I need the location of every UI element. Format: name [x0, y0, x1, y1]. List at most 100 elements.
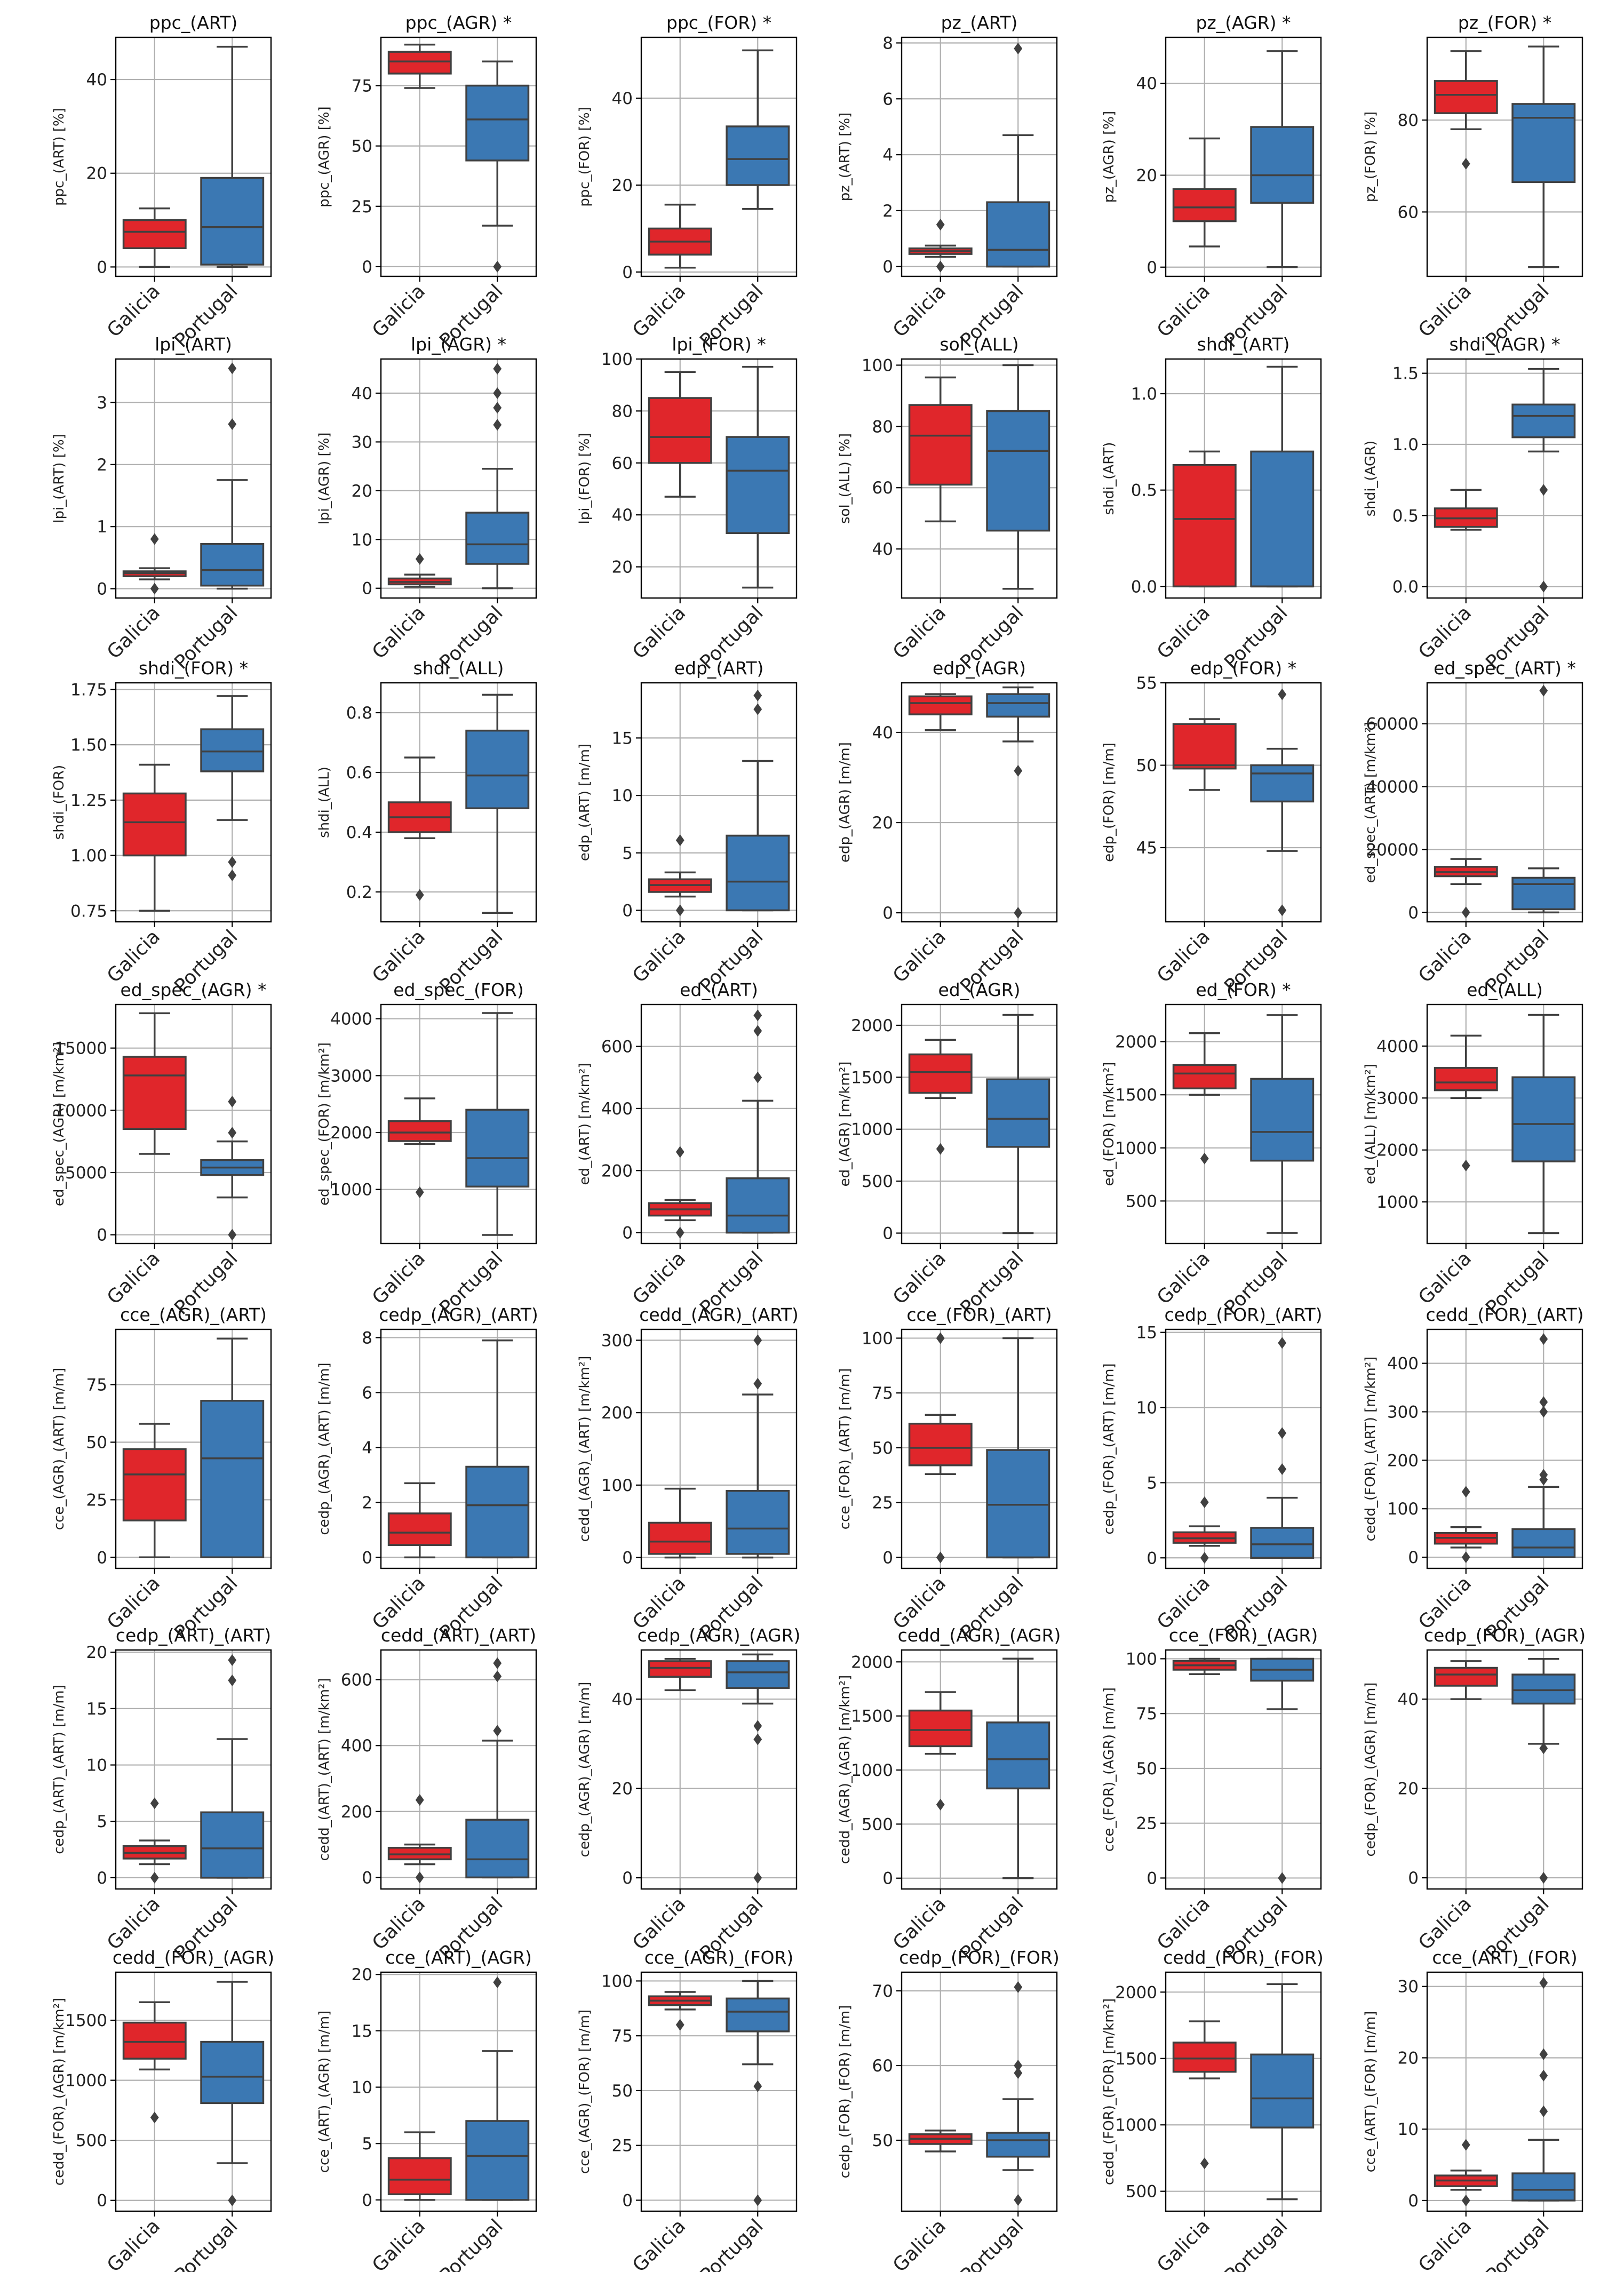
y-axis-label: shdi_(FOR) — [51, 765, 67, 840]
outlier-marker — [150, 1797, 159, 1809]
iqr-box — [1511, 1528, 1576, 1558]
x-tick-label: Galicia — [889, 926, 950, 987]
subplot-title: ed_(AGR) — [938, 979, 1021, 1000]
y-tick-label: 25 — [1136, 1814, 1157, 1833]
outlier-marker — [936, 1332, 945, 1344]
iqr-box — [465, 729, 530, 809]
outlier-marker — [1539, 1872, 1548, 1884]
y-tick-label: 400 — [1387, 1354, 1419, 1374]
subplot-title: cedp_(ART)_(ART) — [116, 1625, 271, 1646]
y-tick-label: 20 — [1136, 166, 1157, 185]
y-tick-label: 0.0 — [1131, 577, 1157, 596]
y-tick-label: 10 — [352, 2078, 372, 2098]
y-tick-label: 20 — [352, 482, 372, 501]
y-tick-label: 2 — [97, 456, 107, 475]
y-tick-label: 0 — [1147, 1869, 1157, 1888]
y-tick-label: 10 — [1136, 1399, 1157, 1418]
x-tick-label: Portugal — [435, 2215, 507, 2272]
y-tick-label: 0 — [1147, 1549, 1157, 1568]
subplot-title: shdi_(ALL) — [413, 658, 504, 679]
axes-frame — [115, 1649, 272, 1890]
x-tick-label: Galicia — [628, 2215, 690, 2272]
outlier-marker — [1539, 1406, 1548, 1418]
y-tick-label: 0 — [362, 2191, 372, 2210]
y-tick-label: 200 — [341, 1803, 372, 1822]
y-tick-label: 0 — [882, 904, 893, 923]
y-axis-label: shdi_(ALL) — [316, 767, 332, 838]
y-tick-label: 0 — [622, 1549, 633, 1568]
iqr-box — [1250, 2053, 1315, 2128]
y-tick-label: 15 — [612, 729, 633, 748]
outlier-marker — [1461, 157, 1470, 170]
subplot-39: 0 25 50 75 100 Galicia Portugal cce_(AGR)_(FOR)… — [577, 1947, 798, 2272]
x-tick-label: Galicia — [1153, 602, 1214, 663]
subplot-title: edp_(ART) — [674, 658, 764, 679]
outlier-marker — [228, 362, 237, 374]
subplot-title: cce_(AGR)_(FOR) — [644, 1947, 793, 1968]
y-axis-label: cedp_(AGR)_(AGR) [m/m] — [577, 1682, 593, 1858]
y-tick-label: 75 — [612, 2027, 633, 2046]
outlier-marker — [493, 1976, 502, 1989]
y-tick-label: 0 — [622, 1869, 633, 1888]
iqr-box — [986, 1078, 1050, 1148]
y-tick-label: 10 — [86, 1756, 107, 1775]
x-tick-label: Portugal — [696, 2215, 767, 2272]
y-axis-label: cedd_(FOR)_(AGR) [m/km²] — [51, 1998, 67, 2186]
y-tick-label: 15 — [352, 2022, 372, 2041]
outlier-marker — [1461, 906, 1470, 919]
axes-frame — [380, 358, 537, 599]
iqr-box — [986, 693, 1050, 718]
x-tick-label: Galicia — [1414, 1893, 1476, 1954]
x-tick-label: Galicia — [1153, 1893, 1214, 1954]
box-galicia — [387, 553, 452, 588]
box-galicia — [1434, 858, 1498, 919]
iqr-box — [465, 84, 530, 162]
iqr-box — [387, 1120, 452, 1142]
iqr-box — [1172, 188, 1237, 222]
outlier-marker — [675, 1226, 684, 1239]
outlier-marker — [415, 553, 424, 565]
y-axis-label: ppc_(AGR) [%] — [316, 106, 332, 207]
y-tick-label: 0 — [882, 1869, 893, 1888]
y-tick-label: 0.75 — [70, 902, 107, 921]
y-tick-label: 0 — [97, 1869, 107, 1888]
y-tick-label: 50 — [872, 1439, 893, 1458]
box-portugal — [200, 45, 265, 268]
x-tick-label: Galicia — [368, 2215, 429, 2272]
y-tick-label: 4 — [882, 146, 893, 165]
x-tick-label: Galicia — [368, 602, 429, 663]
y-tick-label: 0 — [97, 2191, 107, 2211]
axes-frame — [1426, 1003, 1583, 1245]
box-galicia — [648, 1146, 712, 1239]
x-tick-label: Galicia — [1153, 2215, 1214, 2272]
y-tick-label: 20 — [872, 814, 893, 833]
iqr-box — [1511, 103, 1576, 184]
box-portugal — [986, 686, 1050, 919]
box-galicia — [1434, 50, 1498, 170]
x-tick-label: Portugal — [170, 2215, 242, 2272]
subplot-38: 0 5 10 15 20 Galicia Portugal cce_(ART)_(AGR)cc… — [316, 1947, 537, 2272]
subplot-title: cedp_(FOR)_(ART) — [1165, 1304, 1323, 1325]
x-tick-label: Galicia — [628, 1247, 690, 1309]
outlier-marker — [1014, 1981, 1023, 1993]
outlier-marker — [1461, 2139, 1470, 2151]
y-tick-label: 600 — [601, 1038, 633, 1057]
x-tick-label: Galicia — [368, 926, 429, 987]
iqr-box — [986, 2132, 1050, 2158]
subplot-title: cedd_(FOR)_(ART) — [1426, 1304, 1584, 1325]
outlier-marker — [415, 1871, 424, 1884]
outlier-marker — [415, 1794, 424, 1806]
box-galicia — [387, 2131, 452, 2201]
outlier-marker — [675, 834, 684, 847]
x-tick-label: Galicia — [889, 280, 950, 341]
y-tick-label: 1.0 — [1392, 435, 1419, 455]
iqr-box — [1511, 403, 1576, 439]
box-galicia — [387, 1794, 452, 1884]
